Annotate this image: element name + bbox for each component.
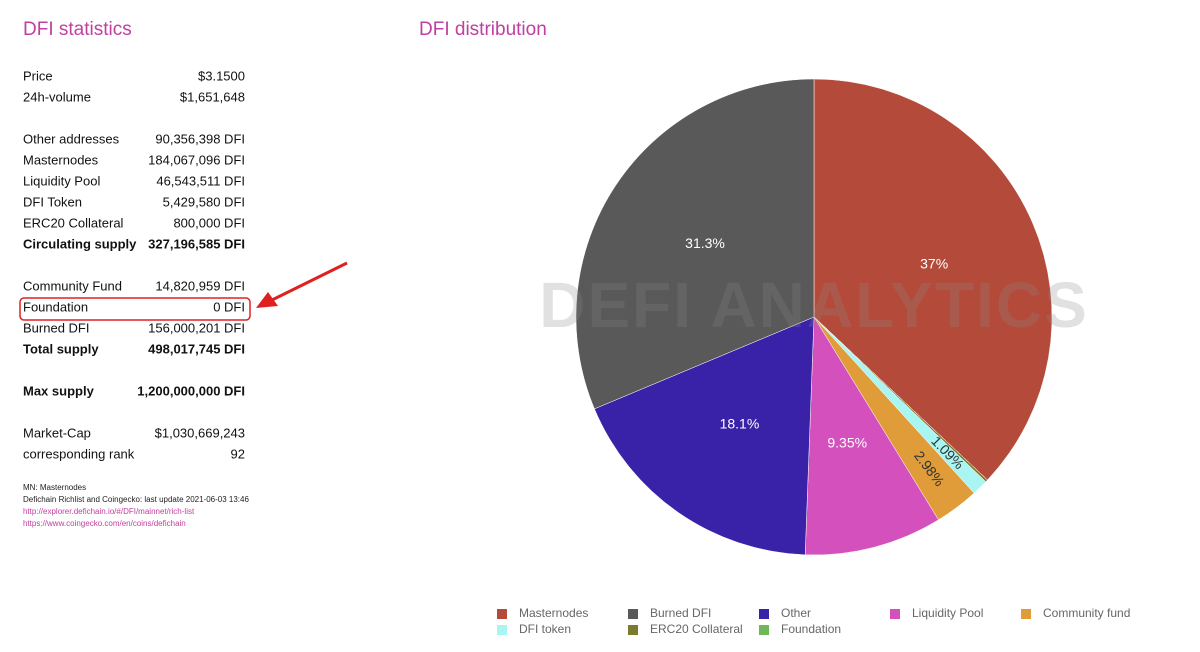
- legend-label[interactable]: Masternodes: [519, 606, 588, 620]
- pie-slice: [813, 78, 1053, 481]
- row-label: Price: [23, 68, 53, 83]
- row-label: Masternodes: [23, 152, 99, 167]
- row-value: 92: [231, 446, 245, 461]
- legend-swatch: [628, 609, 638, 619]
- row-label: Market-Cap: [23, 425, 91, 440]
- row-label: 24h-volume: [23, 89, 91, 104]
- row-value: 156,000,201 DFI: [148, 320, 245, 335]
- legend-label[interactable]: DFI token: [519, 622, 571, 636]
- row-value: 46,543,511 DFI: [156, 173, 245, 188]
- row-value: 90,356,398 DFI: [155, 131, 245, 146]
- row-label: Total supply: [23, 341, 99, 356]
- legend-swatch: [1021, 609, 1031, 619]
- legend-swatch: [759, 609, 769, 619]
- row-label: Community Fund: [23, 278, 122, 293]
- chart-title: DFI distribution: [419, 19, 547, 40]
- legend-label[interactable]: Foundation: [781, 622, 841, 636]
- row-value: $3.1500: [198, 68, 245, 83]
- legend-label[interactable]: Liquidity Pool: [912, 606, 983, 620]
- row-value: $1,651,648: [180, 89, 245, 104]
- legend-swatch: [497, 609, 507, 619]
- row-value: 0 DFI: [213, 299, 245, 314]
- legend-swatch: [759, 625, 769, 635]
- row-value: 1,200,000,000 DFI: [137, 383, 245, 398]
- row-value: 498,017,745 DFI: [148, 341, 245, 356]
- row-label: Burned DFI: [23, 320, 89, 335]
- row-value: 800,000 DFI: [173, 215, 245, 230]
- legend-label[interactable]: Community fund: [1043, 606, 1130, 620]
- data-label: 18.1%: [720, 415, 760, 431]
- row-value: $1,030,669,243: [155, 425, 245, 440]
- legend-swatch: [628, 625, 638, 635]
- row-value: 327,196,585 DFI: [148, 236, 245, 251]
- data-label: 37%: [920, 256, 948, 272]
- row-label: ERC20 Collateral: [23, 215, 124, 230]
- row-value: 14,820,959 DFI: [155, 278, 245, 293]
- pie-slice: [575, 78, 815, 410]
- legend-label[interactable]: Other: [781, 606, 811, 620]
- stats-title: DFI statistics: [23, 19, 132, 40]
- link[interactable]: http://explorer.defichain.io/#/DFI/mainn…: [23, 507, 195, 516]
- row-value: 5,429,580 DFI: [163, 194, 245, 209]
- legend-swatch: [497, 625, 507, 635]
- note: MN: Masternodes: [23, 483, 86, 492]
- data-label: 31.3%: [685, 235, 725, 251]
- row-label: DFI Token: [23, 194, 82, 209]
- row-value: 184,067,096 DFI: [148, 152, 245, 167]
- pie-slice: [804, 316, 939, 556]
- legend-label[interactable]: ERC20 Collateral: [650, 622, 743, 636]
- row-label: Foundation: [23, 299, 88, 314]
- legend-swatch: [890, 609, 900, 619]
- arrow-head: [256, 292, 278, 308]
- data-label: 9.35%: [827, 434, 867, 450]
- legend-label[interactable]: Burned DFI: [650, 606, 711, 620]
- pie: [575, 78, 1053, 556]
- row-label: Circulating supply: [23, 236, 137, 251]
- arrow-shaft: [271, 261, 348, 302]
- link[interactable]: https://www.coingecko.com/en/coins/defic…: [23, 519, 186, 528]
- row-label: Max supply: [23, 383, 95, 398]
- pie-slice: [594, 316, 815, 556]
- watermark: DEFI ANALYTICS: [539, 269, 1089, 341]
- highlight-box: [19, 297, 251, 321]
- row-label: Other addresses: [23, 131, 120, 146]
- row-label: corresponding rank: [23, 446, 135, 461]
- note: Defichain Richlist and Coingecko: last u…: [23, 495, 249, 504]
- row-label: Liquidity Pool: [23, 173, 100, 188]
